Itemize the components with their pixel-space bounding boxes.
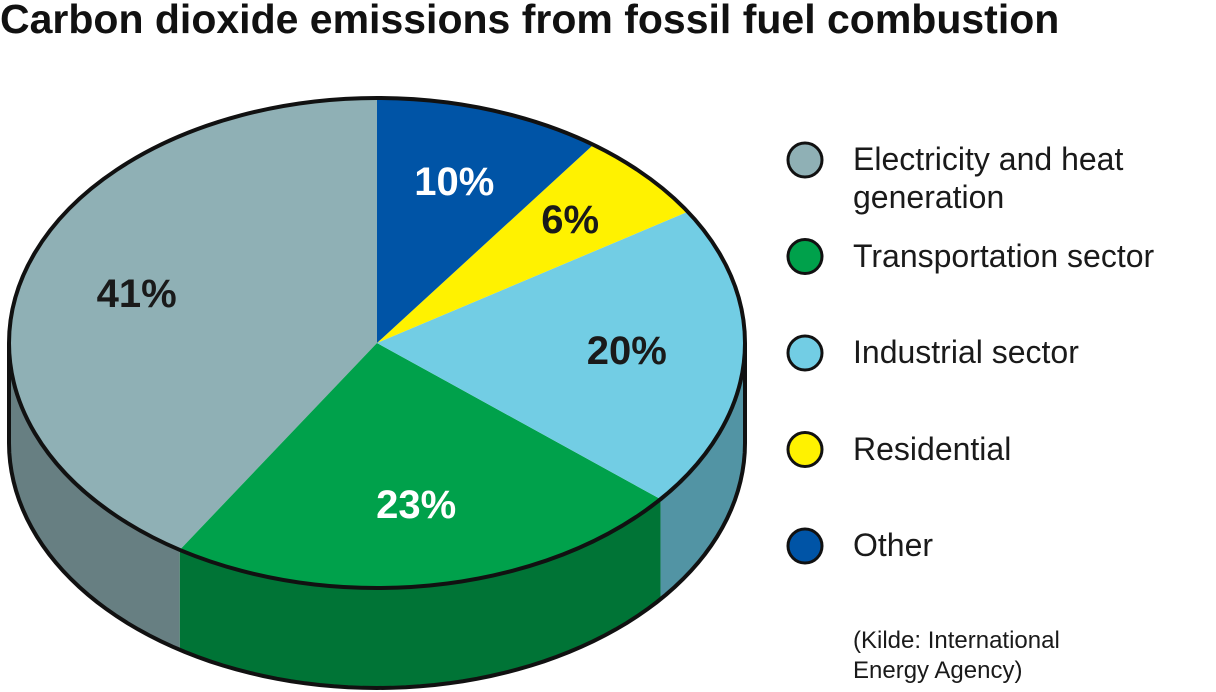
pie-slice	[179, 343, 661, 588]
chart-title: Carbon dioxide emissions from fossil fue…	[0, 0, 1059, 42]
legend-label: Other	[853, 527, 934, 563]
pie-side-outline	[7, 343, 747, 691]
legend-marker	[786, 527, 824, 565]
legend-label: Residential	[853, 430, 1012, 467]
legend-marker	[786, 431, 824, 468]
pie-side	[660, 343, 745, 600]
pie-slice	[377, 98, 594, 343]
value-label: 10%	[414, 160, 494, 204]
pie-side	[9, 343, 180, 650]
value-label: 20%	[587, 329, 667, 373]
legend-marker	[786, 238, 824, 275]
value-label: 41%	[97, 272, 177, 316]
legend-marker	[786, 334, 824, 372]
legend-label: Electricity and heat generation	[853, 141, 1124, 215]
pie-side	[179, 499, 661, 688]
pie-outline	[7, 96, 747, 590]
pie-slice	[377, 144, 688, 343]
pie-slice	[9, 98, 377, 550]
value-label: 6%	[541, 198, 599, 242]
legend-label: Transportation sector	[853, 237, 1155, 274]
legend-marker	[786, 141, 824, 179]
pie-slice	[377, 211, 745, 500]
source-note: (Kilde: International Energy Agency)	[853, 627, 1060, 684]
value-label: 23%	[376, 483, 456, 527]
legend-label: Industrial sector	[853, 334, 1079, 370]
